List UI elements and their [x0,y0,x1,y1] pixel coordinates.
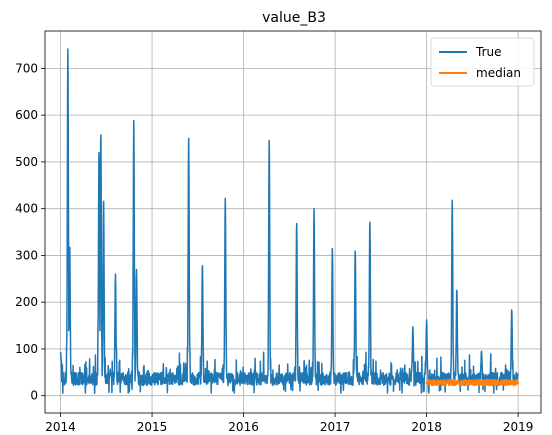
legend-label-median: median [476,66,521,80]
y-tick-label: 200 [15,295,38,309]
y-tick-label: 0 [30,389,38,403]
legend: True median [430,37,535,87]
x-tick-label: 2019 [503,420,534,434]
x-axis: 2014 2015 2016 2017 2018 2019 [45,413,533,434]
series-line-median [425,378,520,387]
series-line-true [59,48,519,395]
y-tick-label: 400 [15,202,38,216]
y-tick-label: 300 [15,248,38,262]
y-axis: 0 100 200 300 400 500 600 700 [15,61,45,403]
y-tick-label: 600 [15,108,38,122]
y-tick-label: 700 [15,61,38,75]
x-tick-label: 2016 [228,420,259,434]
x-tick-label: 2017 [320,420,351,434]
chart-title: value_B3 [262,10,326,26]
x-tick-label: 2018 [411,420,442,434]
x-tick-label: 2015 [137,420,168,434]
grid [45,31,541,413]
x-tick-label: 2014 [45,420,76,434]
y-tick-label: 500 [15,155,38,169]
legend-label-true: True [475,45,502,59]
y-tick-label: 100 [15,342,38,356]
series-group [59,48,520,395]
plot-frame [44,30,542,414]
